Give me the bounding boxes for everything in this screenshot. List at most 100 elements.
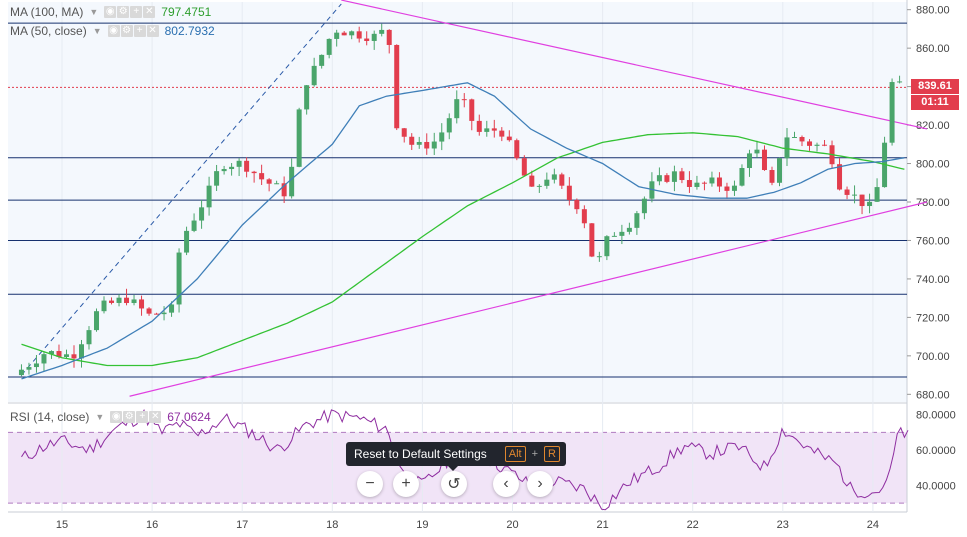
candle-body xyxy=(26,367,32,370)
candle-body xyxy=(604,236,610,257)
trendline xyxy=(129,201,928,397)
close-icon[interactable]: ✕ xyxy=(143,6,156,18)
add-icon[interactable]: + xyxy=(130,6,143,18)
candle-body xyxy=(349,31,355,36)
candle-body xyxy=(63,354,69,357)
time-tick-label: 24 xyxy=(867,519,879,531)
candle-body xyxy=(566,185,572,201)
candle-body xyxy=(514,140,520,159)
candle-body xyxy=(319,54,325,66)
candle-body xyxy=(611,235,617,237)
candle-body xyxy=(289,166,295,197)
candle-body xyxy=(596,256,602,258)
candle-body xyxy=(559,174,565,186)
candle-body xyxy=(401,128,407,137)
candles xyxy=(18,23,903,377)
candle-body xyxy=(356,31,362,39)
candle-body xyxy=(71,354,77,359)
scroll-right-button[interactable]: › xyxy=(527,471,553,497)
candle-body xyxy=(304,85,310,110)
candle-body xyxy=(499,130,505,137)
candle-body xyxy=(581,209,587,224)
rsi-tick-label: 60.0000 xyxy=(916,445,956,457)
gear-icon[interactable]: ⚙ xyxy=(123,411,136,423)
candle-body xyxy=(506,136,512,141)
time-tick-label: 21 xyxy=(596,519,608,531)
candle-body xyxy=(341,32,347,36)
plus-icon: + xyxy=(401,475,411,492)
candle-body xyxy=(589,223,595,257)
chevron-down-icon[interactable]: ▼ xyxy=(95,412,105,422)
reset-chart-button[interactable]: ↺ xyxy=(441,471,467,497)
candle-body xyxy=(116,297,122,303)
zoom-in-button[interactable]: + xyxy=(393,471,419,497)
candle-body xyxy=(244,160,250,172)
close-icon[interactable]: ✕ xyxy=(146,25,159,37)
candle-body xyxy=(679,171,685,181)
add-icon[interactable]: + xyxy=(136,411,149,423)
time-tick-label: 23 xyxy=(777,519,789,531)
candle-body xyxy=(169,304,175,313)
candle-body xyxy=(469,99,475,121)
candle-body xyxy=(439,132,445,142)
reset-tooltip: Reset to Default Settings Alt + R xyxy=(346,442,566,471)
candle-body xyxy=(536,185,542,187)
candle-body xyxy=(101,300,107,312)
reset-icon: ↺ xyxy=(447,476,461,493)
eye-icon[interactable]: ◉ xyxy=(104,6,117,18)
candle-body xyxy=(521,158,527,176)
chevron-down-icon[interactable]: ▼ xyxy=(89,7,99,17)
ma50-label: MA (50, close) xyxy=(10,24,87,38)
candle-body xyxy=(889,82,895,143)
price-tick-label: 740.00 xyxy=(916,274,950,286)
candle-body xyxy=(852,194,858,196)
candle-body xyxy=(109,300,115,303)
close-icon[interactable]: ✕ xyxy=(149,411,162,423)
candle-body xyxy=(619,231,625,236)
add-icon[interactable]: + xyxy=(133,25,146,37)
last-price-badge: 839.61 xyxy=(911,79,959,94)
candle-body xyxy=(214,171,220,186)
candle-body xyxy=(394,44,400,129)
candle-body xyxy=(131,299,137,304)
candle-body xyxy=(776,158,782,183)
candle-body xyxy=(844,189,850,195)
candle-timer-badge: 01:11 xyxy=(911,95,959,110)
ma100-legend[interactable]: MA (100, MA) ▼ ◉ ⚙ + ✕ 797.4751 xyxy=(10,4,211,20)
candle-body xyxy=(529,175,535,187)
ma50-line xyxy=(21,82,905,380)
candle-body xyxy=(154,313,160,315)
candle-body xyxy=(176,252,182,305)
price-tick-label: 720.00 xyxy=(916,312,950,324)
candle-body xyxy=(86,330,92,345)
scroll-left-button[interactable]: ‹ xyxy=(493,471,519,497)
candle-body xyxy=(386,29,392,45)
eye-icon[interactable]: ◉ xyxy=(107,25,120,37)
candle-body xyxy=(266,179,272,184)
candle-body xyxy=(334,32,340,39)
candle-body xyxy=(746,153,752,169)
candle-body xyxy=(364,38,370,41)
gear-icon[interactable]: ⚙ xyxy=(120,25,133,37)
candle-body xyxy=(867,201,873,207)
candle-body xyxy=(491,128,497,131)
candle-body xyxy=(822,144,828,146)
shortcut-key-r: R xyxy=(544,446,560,462)
candle-body xyxy=(18,369,24,376)
candle-body xyxy=(446,118,452,133)
trendline xyxy=(341,0,928,130)
ma50-legend[interactable]: MA (50, close) ▼ ◉ ⚙ + ✕ 802.7932 xyxy=(10,23,215,39)
chevron-down-icon[interactable]: ▼ xyxy=(92,26,102,36)
candle-body xyxy=(874,187,880,202)
shortcut-plus: + xyxy=(531,448,539,460)
time-tick-label: 17 xyxy=(236,519,248,531)
candle-body xyxy=(656,175,662,182)
rsi-legend[interactable]: RSI (14, close) ▼ ◉ ⚙ + ✕ 67.0624 xyxy=(10,409,211,425)
candle-body xyxy=(634,213,640,228)
candle-body xyxy=(694,182,700,187)
eye-icon[interactable]: ◉ xyxy=(110,411,123,423)
candle-body xyxy=(739,168,745,186)
shortcut-key-alt: Alt xyxy=(504,446,526,462)
gear-icon[interactable]: ⚙ xyxy=(117,6,130,18)
zoom-out-button[interactable]: − xyxy=(357,471,383,497)
